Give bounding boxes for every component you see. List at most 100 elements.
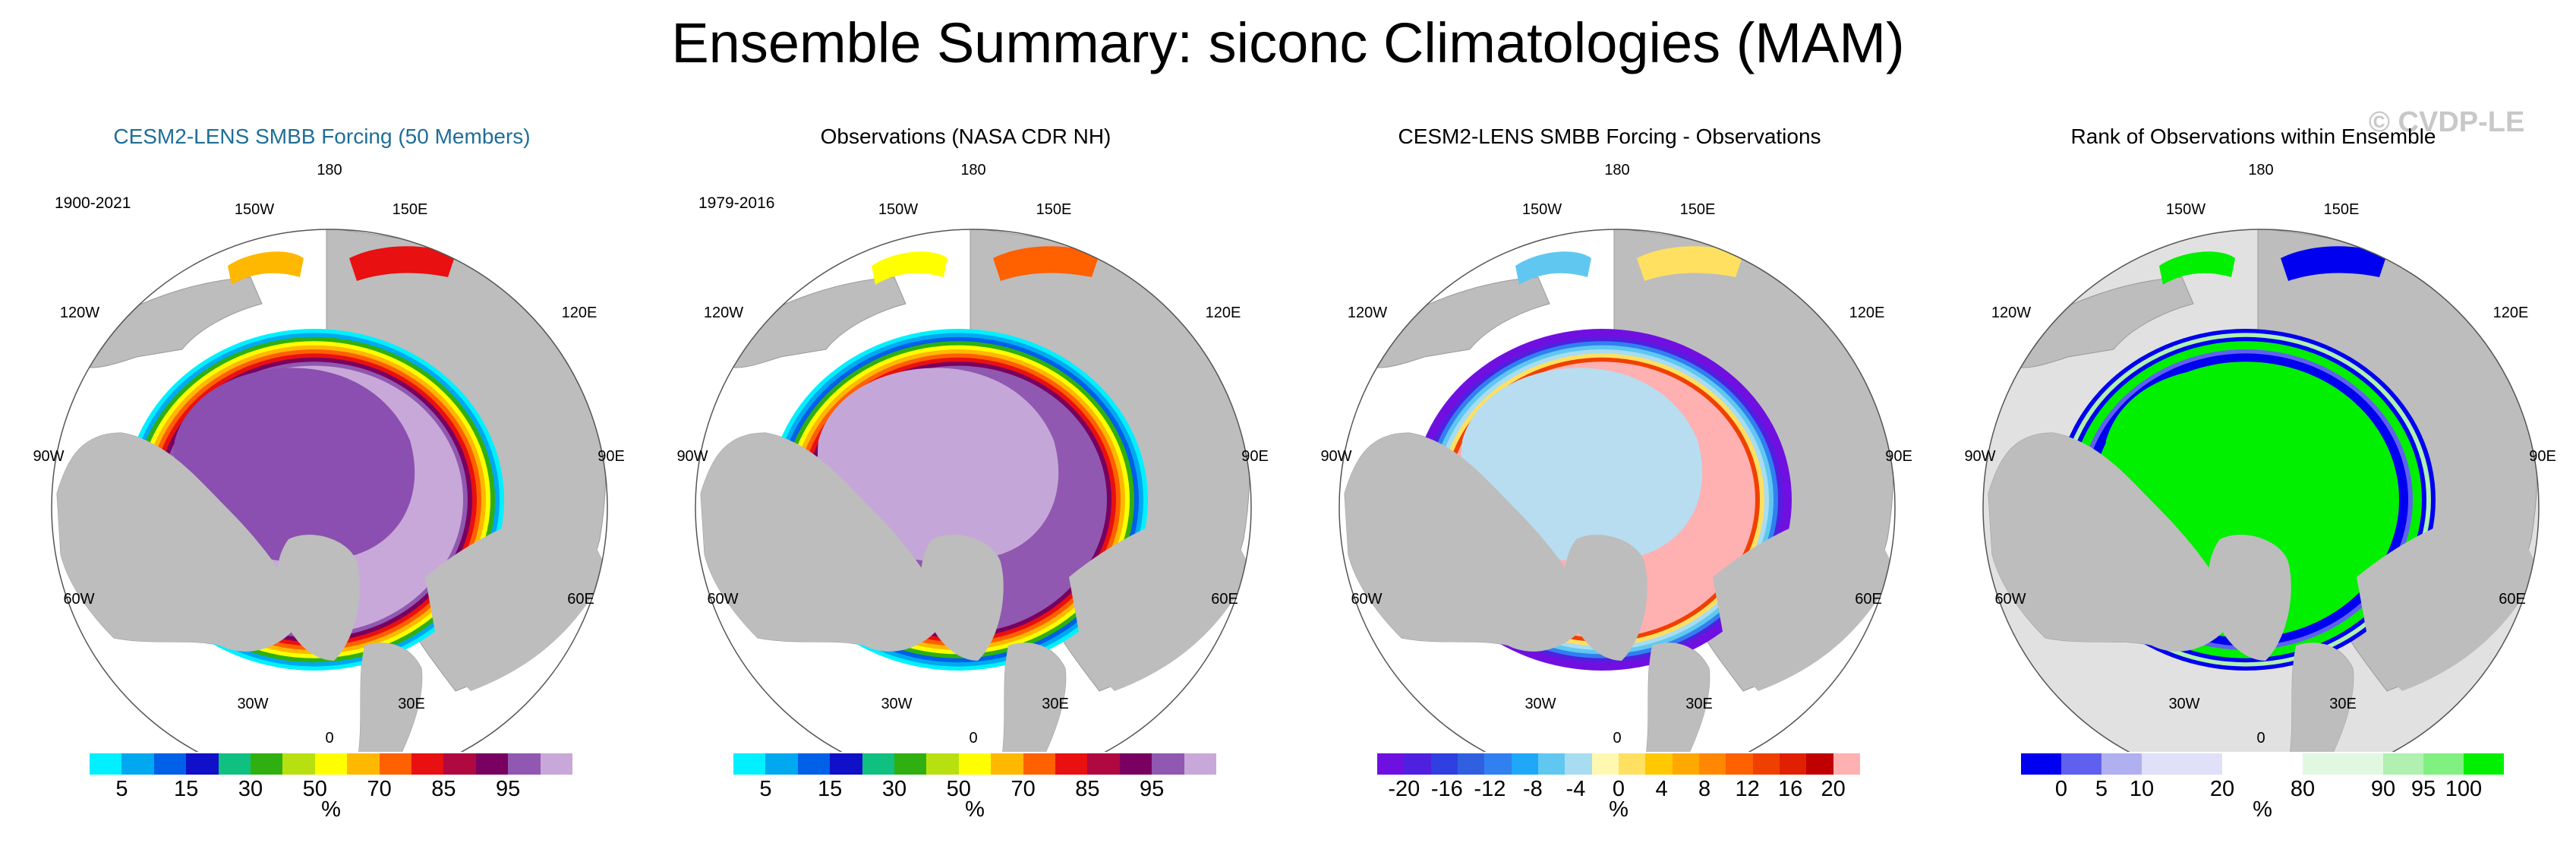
longitude-label: 120E	[562, 305, 597, 321]
colorbar	[733, 753, 1217, 775]
colorbar-swatch	[411, 753, 444, 775]
longitude-label: 90W	[33, 448, 64, 465]
colorbar-swatch	[862, 753, 895, 775]
colorbar-swatch	[2021, 753, 2061, 775]
map-content	[52, 229, 607, 752]
longitude-label: 0	[1613, 730, 1621, 747]
colorbar-tick-label: 70	[367, 777, 392, 801]
colorbar-swatch	[1752, 753, 1780, 775]
colorbar-tick-label: 0	[2054, 777, 2068, 801]
colorbar-swatch	[1055, 753, 1088, 775]
colorbar-tick-label: -16	[1430, 777, 1463, 801]
colorbar-swatch	[1618, 753, 1646, 775]
colorbar-tick-label: 90	[2370, 777, 2396, 801]
colorbar-tick-label: 50	[302, 777, 327, 801]
colorbar-swatch	[958, 753, 992, 775]
sea-ice-core	[1461, 368, 1703, 562]
map-border	[51, 229, 608, 752]
longitude-label: 0	[969, 730, 977, 747]
colorbar-tick-label: 50	[946, 777, 971, 801]
colorbar-swatch	[218, 753, 251, 775]
longitude-label: 90W	[676, 448, 708, 465]
longitude-label: 120W	[1348, 305, 1387, 321]
map-border	[695, 229, 1252, 752]
colorbar	[2021, 753, 2504, 775]
sea-ice-core	[2105, 368, 2347, 562]
colorbar-swatch	[1023, 753, 1056, 775]
longitude-label: 150W	[1522, 201, 1562, 218]
colorbar-tick-label: -20	[1388, 777, 1420, 801]
longitude-label: 150E	[1036, 201, 1072, 218]
colorbar-tick-label: 100	[2445, 777, 2483, 801]
land-overlay	[1713, 509, 1895, 691]
longitude-label: 150W	[878, 201, 918, 218]
colorbar-ticks: 0 5 10 20 80 90 95 100	[2021, 777, 2504, 807]
colorbar-swatch	[1377, 753, 1405, 775]
polar-map: 180 150W 150E 120W 120E 90W 90E 60W 60E 30W 30E 0	[676, 162, 1269, 752]
longitude-label: 120E	[1849, 305, 1885, 321]
land-overlay	[1564, 535, 1647, 661]
colorbar-swatch	[508, 753, 541, 775]
sea-ice-margin	[1515, 251, 1591, 285]
colorbar-swatch	[379, 753, 412, 775]
longitude-label: 150E	[2324, 201, 2360, 218]
longitude-label: 60W	[1351, 591, 1382, 608]
watermark: © CVDP-LE	[2369, 106, 2525, 138]
colorbar-swatch	[1591, 753, 1619, 775]
colorbar-swatch	[1698, 753, 1726, 775]
sea-ice-margin	[228, 251, 304, 285]
longitude-label: 120W	[1991, 305, 2031, 321]
longitude-label: 30E	[1042, 696, 1069, 712]
longitude-label: 90E	[1885, 448, 1912, 465]
colorbar	[1377, 753, 1860, 775]
panel-title: Rank of Observations within Ensemble	[2070, 125, 2436, 148]
map-border	[1338, 229, 1896, 752]
period-label: 1979-2016	[698, 194, 775, 212]
colorbar-swatch	[2383, 753, 2423, 775]
longitude-label: 60E	[1211, 591, 1238, 608]
longitude-label: 90E	[1241, 448, 1269, 465]
colorbar-tick-label: 30	[881, 777, 907, 801]
colorbar-tick-label: 20	[2209, 777, 2235, 801]
colorbar-tick-label: 95	[1140, 777, 1165, 801]
colorbar-tick-label: 4	[1655, 777, 1668, 801]
sea-ice-margin	[2281, 246, 2387, 281]
colorbar-swatch	[1672, 753, 1699, 775]
colorbar-swatch	[1806, 753, 1833, 775]
colorbar-swatch	[90, 753, 122, 775]
colorbar-swatch	[314, 753, 348, 775]
longitude-label: 90E	[2529, 448, 2556, 465]
longitude-label: 60W	[707, 591, 738, 608]
land-overlay	[701, 433, 947, 652]
colorbar-swatch	[2142, 753, 2182, 775]
colorbar-swatch	[1457, 753, 1485, 775]
land-overlay	[2357, 509, 2539, 691]
units-label: %	[321, 797, 341, 822]
sea-ice-margin	[872, 251, 947, 285]
longitude-label: 60W	[1994, 591, 2026, 608]
land-overlay	[276, 535, 360, 661]
map-content	[695, 229, 1251, 752]
colorbar-swatch	[186, 753, 219, 775]
panel-rank: Rank of Observations within Ensemble 180…	[1931, 114, 2575, 843]
units-label: %	[965, 797, 985, 822]
colorbar-ticks: 5 15 30 50 70 85 95	[90, 777, 572, 807]
colorbar-swatch	[1726, 753, 1753, 775]
polar-map: 180 150W 150E 120W 120E 90W 90E 60W 60E 30W 30E 0	[1320, 162, 1912, 752]
land-overlay	[1345, 433, 1591, 652]
colorbar-swatch	[894, 753, 927, 775]
longitude-label: 180	[2248, 162, 2273, 178]
colorbar-tick-label: 15	[818, 777, 843, 801]
longitude-label: 90W	[1964, 448, 1995, 465]
colorbar-swatch	[1511, 753, 1538, 775]
colorbar-tick-label: 5	[115, 777, 128, 801]
sea-ice-core	[818, 368, 1059, 562]
colorbar-tick-label: 0	[1612, 777, 1625, 801]
longitude-label: 30W	[237, 696, 268, 712]
sea-ice-margin	[349, 246, 456, 281]
colorbar-ticks: -20 -16 -12 -8 -4 0 4 8 12 16 20	[1377, 777, 1860, 807]
longitude-label: 30W	[2168, 696, 2199, 712]
polar-map: 180 150W 150E 120W 120E 90W 90E 60W 60E 30W 30E 0	[1964, 162, 2556, 752]
longitude-label: 60W	[63, 591, 94, 608]
longitude-label: 180	[960, 162, 985, 178]
